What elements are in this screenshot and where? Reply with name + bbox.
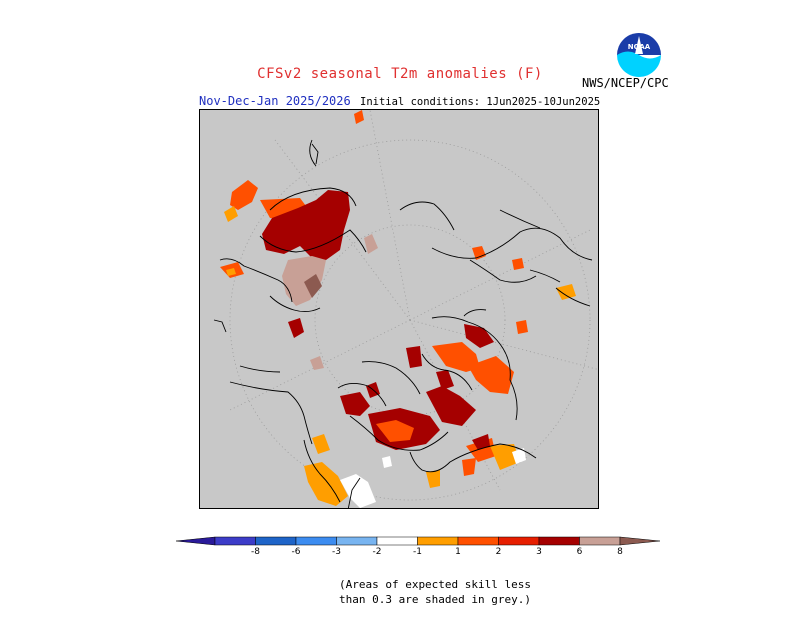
colorbar-box bbox=[579, 536, 621, 546]
anomaly-patch bbox=[468, 356, 514, 394]
colorbar-tick-label: 2 bbox=[496, 547, 502, 557]
anomaly-patch bbox=[288, 318, 304, 338]
colorbar-box bbox=[295, 536, 337, 546]
coastlines bbox=[213, 139, 593, 508]
anomaly-patch bbox=[382, 456, 392, 468]
anomaly-patch bbox=[340, 474, 376, 508]
anomaly-patch bbox=[282, 256, 326, 306]
colorbar-box bbox=[417, 536, 459, 546]
colorbar-tick-label: -1 bbox=[413, 547, 422, 557]
colorbar-tick-label: 6 bbox=[577, 547, 583, 557]
colorbar-tick-label: -3 bbox=[332, 547, 341, 557]
anomaly-patch bbox=[364, 234, 378, 254]
colorbar-box bbox=[457, 536, 499, 546]
skill-note: (Areas of expected skill less than 0.3 a… bbox=[0, 577, 800, 607]
skill-note-line1: (Areas of expected skill less bbox=[338, 578, 532, 591]
colorbar-tick-label: -2 bbox=[373, 547, 382, 557]
initial-conditions: Initial conditions: 1Jun2025-10Jun2025 bbox=[360, 96, 601, 108]
agency-label: NWS/NCEP/CPC bbox=[582, 76, 669, 90]
anomaly-patch bbox=[376, 420, 414, 442]
anomaly-patch bbox=[426, 386, 476, 426]
colorbar-box bbox=[538, 536, 580, 546]
anomaly-patch bbox=[472, 434, 490, 450]
anomaly-patch bbox=[436, 370, 454, 390]
noaa-logo-icon: NOAA bbox=[617, 33, 661, 77]
anomaly-patch bbox=[226, 268, 236, 276]
colorbar-left-arrow bbox=[175, 536, 216, 546]
anomaly-patch bbox=[230, 180, 258, 210]
colorbar-tick-label: 3 bbox=[536, 547, 542, 557]
anomaly-patch bbox=[354, 110, 364, 124]
anomaly-patch bbox=[310, 356, 324, 370]
anomaly-patch bbox=[340, 392, 370, 416]
anomaly-patch bbox=[556, 284, 576, 300]
anomaly-patch bbox=[490, 444, 520, 470]
colorbar-tick-label: 1 bbox=[455, 547, 461, 557]
anomaly-patch bbox=[312, 434, 330, 454]
skill-note-line2: than 0.3 are shaded in grey.) bbox=[338, 593, 532, 606]
map-canvas bbox=[213, 110, 598, 508]
colorbar-tick-label: -6 bbox=[292, 547, 301, 557]
colorbar-box bbox=[214, 536, 256, 546]
anomaly-patch bbox=[432, 342, 480, 372]
anomaly-patch bbox=[426, 470, 440, 488]
anomaly-patch bbox=[472, 246, 486, 260]
svg-text:NOAA: NOAA bbox=[628, 43, 651, 51]
colorbar-box bbox=[336, 536, 378, 546]
anomaly-patch bbox=[462, 458, 476, 476]
colorbar-tick-label: 8 bbox=[617, 547, 623, 557]
forecast-period: Nov-Dec-Jan 2025/2026 bbox=[199, 94, 351, 108]
anomaly-patch bbox=[464, 324, 494, 348]
anomaly-patch bbox=[304, 274, 322, 298]
anomaly-patch bbox=[224, 206, 238, 222]
anomaly-patch bbox=[406, 346, 422, 368]
colorbar-tick-label: -8 bbox=[251, 547, 260, 557]
colorbar-box bbox=[376, 536, 418, 546]
colorbar-box bbox=[498, 536, 540, 546]
anomaly-patch bbox=[516, 320, 528, 334]
polar-map bbox=[199, 109, 599, 509]
anomaly-patch bbox=[512, 448, 526, 464]
colorbar-right-arrow bbox=[619, 536, 661, 546]
anomaly-patch bbox=[304, 462, 348, 506]
anomaly-patch bbox=[512, 258, 524, 270]
map-title: CFSv2 seasonal T2m anomalies (F) bbox=[257, 66, 543, 82]
colorbar-box bbox=[255, 536, 297, 546]
